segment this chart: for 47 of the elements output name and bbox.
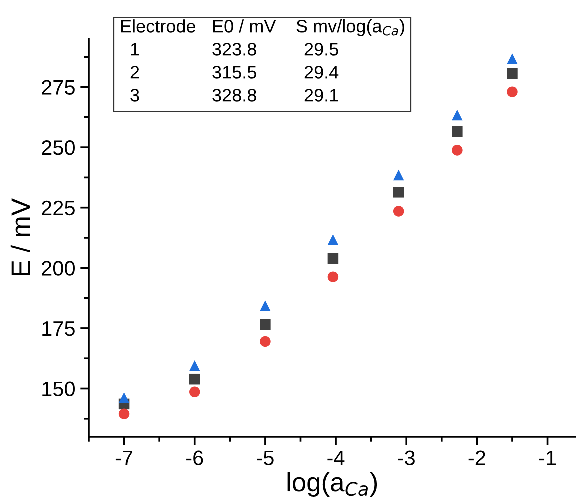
annotation: 29.5 (304, 43, 338, 56)
y-tick-label: 175 (42, 322, 75, 336)
text: E0 / mV (213, 20, 276, 33)
point (118, 392, 130, 404)
point (260, 300, 271, 312)
x-tick-label: -5 (257, 450, 274, 466)
point (189, 374, 200, 385)
point (452, 126, 463, 138)
y-tick-label: 275 (42, 80, 75, 95)
point (452, 110, 463, 121)
x-tick-label: -1 (539, 450, 556, 466)
point (189, 386, 200, 398)
y-axis-title: E / mV (10, 198, 30, 276)
annotation: 29.1 (304, 89, 338, 102)
point (507, 68, 518, 80)
y-tick-label: 200 (42, 261, 75, 276)
x-tick-label: -7 (116, 450, 133, 466)
point (118, 408, 130, 420)
x-axis-title: log(a$_{Ca}$) (288, 472, 378, 497)
point (328, 272, 339, 282)
x-tick-label: -6 (186, 450, 204, 466)
x-tick-label: -4 (328, 450, 345, 466)
point (189, 360, 200, 372)
annotation: 328.8 (212, 89, 256, 102)
point (260, 319, 271, 330)
y-tick-label: 250 (42, 140, 75, 156)
annotation: 323.8 (212, 43, 256, 56)
point (328, 253, 339, 264)
point (507, 54, 518, 64)
y-tick-label: 150 (42, 382, 75, 397)
point (260, 336, 271, 348)
point (393, 187, 404, 198)
annotation: 1 (131, 43, 140, 56)
text: S mv/log(a$_{Ca}$) (296, 20, 404, 36)
annotation: 2 (130, 66, 140, 79)
point (328, 234, 339, 246)
point (393, 206, 404, 217)
annotation: 29.4 (304, 66, 339, 79)
text: Electrode (121, 20, 196, 33)
point (507, 86, 518, 98)
annotation: 3 (130, 89, 140, 102)
point (452, 145, 463, 156)
point (393, 170, 404, 181)
annotation: 315.5 (212, 66, 256, 79)
x-tick-label: -2 (468, 450, 486, 466)
x-tick-label: -3 (398, 450, 415, 466)
y-tick-label: 225 (42, 200, 75, 216)
